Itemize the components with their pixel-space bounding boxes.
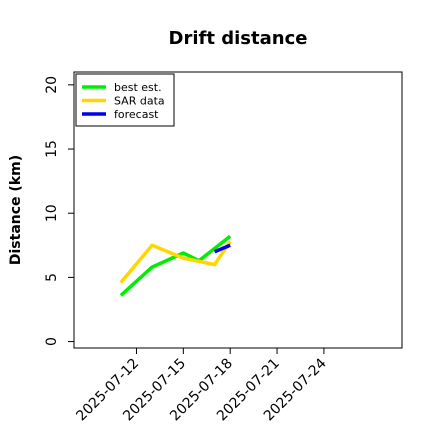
y-tick-label: 10 (44, 204, 60, 222)
legend-label-sar-data: SAR data (114, 95, 165, 108)
y-tick-label: 15 (44, 140, 60, 158)
y-tick-label: 20 (44, 76, 60, 94)
y-axis-label: Distance (km) (8, 155, 24, 265)
series-line-best-est (119, 234, 232, 297)
x-axis: 2025-07-122025-07-152025-07-182025-07-21… (73, 348, 330, 424)
series-line-sar-data (119, 240, 232, 284)
y-tick-label: 0 (44, 337, 60, 346)
legend-label-forecast: forecast (114, 108, 159, 121)
y-axis: 0 5 10 15 20 (44, 76, 74, 346)
y-tick-label: 5 (44, 273, 60, 282)
legend-label-best-est: best est. (114, 81, 162, 94)
series-layer (119, 234, 232, 297)
series-line-forecast (213, 243, 231, 254)
chart-title: Drift distance (169, 28, 308, 49)
plot-area-frame (73, 71, 403, 349)
